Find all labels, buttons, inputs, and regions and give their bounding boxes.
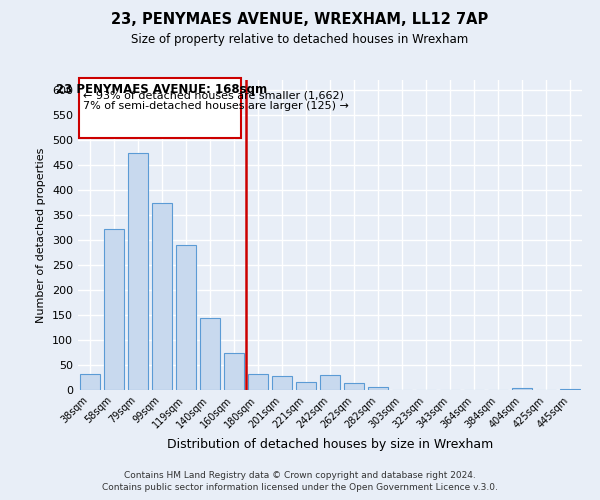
Bar xyxy=(224,352,244,390)
Bar xyxy=(152,202,172,390)
Bar xyxy=(248,374,268,390)
X-axis label: Distribution of detached houses by size in Wrexham: Distribution of detached houses by size … xyxy=(167,438,493,451)
Bar xyxy=(368,386,388,390)
Bar xyxy=(512,388,532,390)
Bar xyxy=(296,382,316,390)
Bar xyxy=(320,375,340,390)
Text: 7% of semi-detached houses are larger (125) →: 7% of semi-detached houses are larger (1… xyxy=(83,101,349,111)
Text: Size of property relative to detached houses in Wrexham: Size of property relative to detached ho… xyxy=(131,32,469,46)
Bar xyxy=(200,318,220,390)
Bar xyxy=(272,376,292,390)
Bar xyxy=(344,383,364,390)
Bar xyxy=(176,244,196,390)
Bar xyxy=(104,229,124,390)
Bar xyxy=(80,374,100,390)
Text: ← 93% of detached houses are smaller (1,662): ← 93% of detached houses are smaller (1,… xyxy=(83,91,344,101)
Text: Contains HM Land Registry data © Crown copyright and database right 2024.: Contains HM Land Registry data © Crown c… xyxy=(124,471,476,480)
FancyBboxPatch shape xyxy=(79,78,241,138)
Bar xyxy=(128,153,148,390)
Text: 23, PENYMAES AVENUE, WREXHAM, LL12 7AP: 23, PENYMAES AVENUE, WREXHAM, LL12 7AP xyxy=(112,12,488,28)
Text: 23 PENYMAES AVENUE: 168sqm: 23 PENYMAES AVENUE: 168sqm xyxy=(56,82,268,96)
Bar xyxy=(560,388,580,390)
Y-axis label: Number of detached properties: Number of detached properties xyxy=(37,148,46,322)
Text: Contains public sector information licensed under the Open Government Licence v.: Contains public sector information licen… xyxy=(102,484,498,492)
